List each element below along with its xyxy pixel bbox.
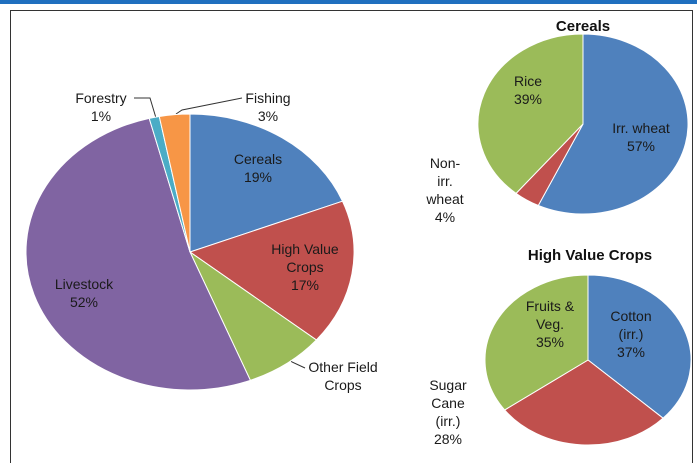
- value-label: 19%: [243, 169, 273, 185]
- pie-slice: [537, 33, 689, 215]
- slice-label: Fruits & Veg. 35%: [520, 297, 580, 351]
- pie-slice: [477, 33, 584, 195]
- value-label: 3%: [257, 108, 279, 124]
- category-label: Other Field Crops: [308, 359, 378, 393]
- category-label: High Value Crops: [271, 241, 339, 275]
- slice-label: Livestock 52%: [44, 275, 124, 311]
- category-label: Cotton (irr.): [610, 308, 652, 342]
- slice-label: Other Field Crops: [298, 358, 388, 394]
- slice-label: Cotton (irr.) 37%: [601, 307, 661, 361]
- pie-slice: [188, 200, 355, 341]
- value-label: 39%: [513, 91, 543, 107]
- slice-label: Fishing 3%: [238, 89, 298, 125]
- pie-slice: [587, 274, 692, 419]
- slice-label: Irr. wheat 57%: [611, 119, 671, 155]
- pie-slice: [503, 359, 664, 446]
- value-label: 57%: [626, 138, 656, 154]
- value-label: 28%: [433, 431, 463, 447]
- leader-line: [134, 97, 157, 119]
- category-label: Cereals: [233, 151, 283, 167]
- slice-label: Forestry 1%: [71, 89, 131, 125]
- slice-label: Cereals 19%: [218, 150, 298, 186]
- category-label: Non-irr. wheat: [426, 155, 464, 207]
- category-label: Sugar Cane (irr.): [429, 377, 467, 429]
- category-label: Irr. wheat: [612, 120, 670, 136]
- pie-slice: [25, 117, 252, 391]
- leader-line: [175, 97, 243, 115]
- top-bar: [0, 0, 697, 4]
- category-label: Fishing: [245, 90, 291, 106]
- value-label: 52%: [69, 294, 99, 310]
- value-label: 4%: [434, 209, 456, 225]
- category-label: Livestock: [54, 276, 114, 292]
- slice-label: Sugar Cane (irr.) 28%: [423, 376, 473, 448]
- chart-title: Cereals: [555, 18, 611, 35]
- category-label: Fruits & Veg.: [525, 298, 575, 332]
- value-label: 17%: [290, 277, 320, 293]
- pie-slice: [484, 274, 589, 411]
- frame: [10, 10, 693, 463]
- value-label: 37%: [616, 344, 646, 360]
- category-label: Forestry: [75, 90, 127, 106]
- category-label: Rice: [513, 73, 542, 89]
- chart-title: High Value Crops: [527, 247, 653, 264]
- pie-slice: [158, 113, 191, 253]
- value-label: 1%: [90, 108, 112, 124]
- slice-label: High Value Crops 17%: [255, 240, 355, 294]
- slice-label: Rice 39%: [503, 72, 553, 108]
- pie-slice: [189, 113, 344, 253]
- value-label: 35%: [535, 334, 565, 350]
- slice-label: Non-irr. wheat 4%: [423, 154, 467, 226]
